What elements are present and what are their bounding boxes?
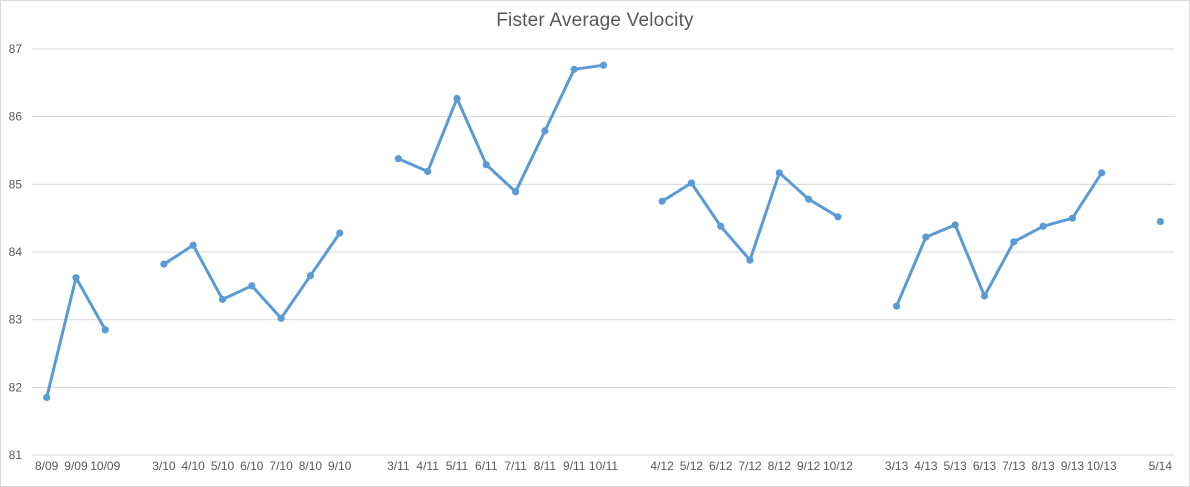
series-line xyxy=(396,63,605,194)
data-point-marker xyxy=(43,393,51,402)
x-tick-label: 8/11 xyxy=(534,459,557,473)
x-tick-label: 4/13 xyxy=(914,459,938,473)
x-tick-label: 9/10 xyxy=(328,459,352,473)
data-point-marker xyxy=(248,282,256,290)
data-point-marker xyxy=(482,161,490,169)
x-tick-label: 6/10 xyxy=(240,459,264,473)
x-tick-label: 5/13 xyxy=(944,459,968,473)
data-point-marker xyxy=(922,233,930,241)
x-tick-label: 5/10 xyxy=(211,459,235,473)
data-point-marker xyxy=(658,197,666,205)
x-tick-label: 6/13 xyxy=(973,459,997,473)
x-tick-label: 4/12 xyxy=(650,459,674,473)
x-tick-label: 3/13 xyxy=(885,459,909,473)
data-point-marker xyxy=(101,326,109,334)
x-tick-label: 6/11 xyxy=(475,459,498,473)
data-point-marker xyxy=(599,61,608,69)
data-point-marker xyxy=(394,155,402,163)
data-point-marker xyxy=(1039,222,1047,230)
data-point-marker xyxy=(72,274,80,282)
data-point-marker xyxy=(277,314,285,322)
data-point-marker xyxy=(336,229,344,237)
data-point-marker xyxy=(687,179,696,187)
x-tick-label: 9/11 xyxy=(563,459,586,473)
x-tick-label: 9/12 xyxy=(797,459,821,473)
x-tick-label: 6/12 xyxy=(709,459,733,473)
x-tick-label: 3/11 xyxy=(387,459,410,473)
x-tick-label: 9/09 xyxy=(64,459,88,473)
data-point-marker xyxy=(1098,169,1106,177)
data-point-marker xyxy=(511,188,520,196)
series-line xyxy=(660,171,840,262)
x-tick-label: 4/10 xyxy=(182,459,206,473)
x-tick-label: 5/12 xyxy=(680,459,704,473)
x-tick-label: 10/09 xyxy=(90,459,120,473)
x-tick-label: 5/14 xyxy=(1149,459,1173,473)
x-tick-label: 7/11 xyxy=(504,459,527,473)
data-point-marker xyxy=(834,213,842,221)
y-tick-label: 87 xyxy=(9,42,23,56)
y-tick-label: 85 xyxy=(9,177,23,191)
x-tick-label: 8/12 xyxy=(768,459,792,473)
x-tick-label: 10/12 xyxy=(823,459,853,473)
y-tick-label: 86 xyxy=(9,110,23,124)
data-point-marker xyxy=(746,256,754,264)
data-point-marker xyxy=(951,221,959,229)
x-tick-label: 8/13 xyxy=(1031,459,1055,473)
data-point-marker xyxy=(717,222,725,230)
y-tick-label: 82 xyxy=(9,380,23,394)
data-point-marker xyxy=(160,260,168,268)
x-tick-label: 3/10 xyxy=(152,459,176,473)
x-tick-label: 7/10 xyxy=(269,459,293,473)
x-tick-label: 7/12 xyxy=(738,459,762,473)
x-tick-label: 4/11 xyxy=(416,459,439,473)
data-point-marker xyxy=(189,241,197,249)
x-tick-label: 7/13 xyxy=(1002,459,1026,473)
x-tick-label: 10/13 xyxy=(1087,459,1117,473)
data-point-marker xyxy=(218,295,227,303)
x-tick-label: 10/11 xyxy=(589,459,618,473)
data-point-marker xyxy=(1010,238,1018,246)
data-point-marker xyxy=(541,127,549,135)
data-point-marker xyxy=(892,302,901,310)
x-tick-label: 8/09 xyxy=(35,459,59,473)
x-tick-label: 8/10 xyxy=(299,459,323,473)
y-tick-label: 84 xyxy=(9,245,23,259)
x-tick-label: 9/13 xyxy=(1061,459,1085,473)
chart-title: Fister Average Velocity xyxy=(496,10,694,31)
data-point-marker xyxy=(1068,214,1077,222)
data-point-marker xyxy=(306,272,315,280)
data-point-marker xyxy=(453,94,461,102)
data-point-marker xyxy=(570,65,578,73)
data-point-marker xyxy=(1156,217,1164,226)
y-tick-label: 81 xyxy=(9,448,23,462)
x-tick-label: 5/11 xyxy=(446,459,469,473)
data-point-marker xyxy=(980,292,989,300)
y-tick-label: 83 xyxy=(9,313,23,327)
data-point-marker xyxy=(805,195,813,203)
series-line xyxy=(45,276,107,399)
data-point-marker xyxy=(775,169,783,177)
series-line xyxy=(895,171,1104,308)
data-point-marker xyxy=(424,167,432,176)
